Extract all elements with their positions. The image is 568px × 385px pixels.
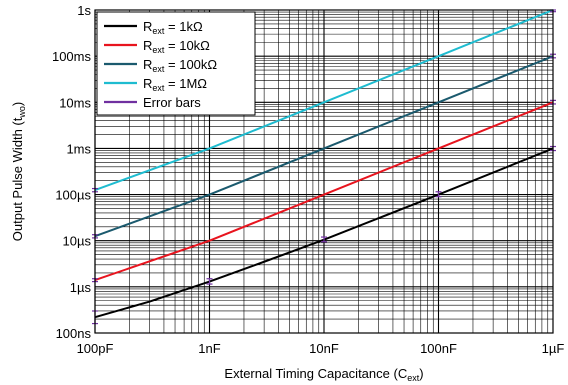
series-line-3 — [94, 55, 554, 238]
plot-frame — [94, 9, 554, 334]
y-tick-label: 100µs — [55, 188, 91, 203]
y-tick-label: 10µs — [63, 234, 92, 249]
error-bar — [321, 236, 327, 243]
legend-label: Rext = 1kΩ — [143, 19, 203, 36]
y-tick-label: 10ms — [59, 95, 91, 110]
y-tick-label: 100ns — [56, 326, 92, 341]
x-axis-title: External Timing Capacitance (Cext) — [224, 366, 423, 383]
legend-entry: Rext = 1kΩ — [104, 19, 203, 36]
grid — [94, 10, 553, 334]
legend: Rext = 1kΩ Rext = 10kΩ Rext = 100kΩ Rext = … — [96, 11, 256, 116]
legend-label: Rext = 10kΩ — [143, 38, 210, 55]
series-lines — [94, 9, 554, 319]
legend-label: Rext = 1MΩ — [143, 76, 207, 93]
y-tick-label: 1µs — [70, 280, 92, 295]
legend-entry: Error bars — [104, 95, 201, 110]
y-tick-labels: 100ns 1µs 10µs 100µs 1ms 10ms 100ms 1s — [52, 3, 92, 341]
y-tick-label: 1ms — [66, 141, 91, 156]
x-tick-label: 1µF — [542, 341, 565, 356]
x-axis-title-end: ) — [419, 366, 423, 381]
series-line-2 — [94, 101, 554, 282]
y-axis-title-end: ) — [10, 102, 25, 106]
legend-label: Error bars — [143, 95, 201, 110]
x-axis-title-sub: ext — [407, 373, 420, 383]
series-line-4 — [94, 9, 554, 192]
error-bar — [206, 278, 213, 285]
y-axis-title: Output Pulse Width (two) — [10, 102, 27, 241]
legend-label: Rext = 100kΩ — [143, 57, 217, 74]
error-bar — [435, 191, 442, 198]
y-tick-label: 1s — [77, 3, 91, 18]
y-axis-title-sub: wo — [17, 106, 27, 119]
y-tick-label: 100ms — [52, 49, 92, 64]
y-axis-title-main: Output Pulse Width (t — [10, 117, 25, 241]
x-tick-labels: 100pF 1nF 10nF 100nF 1µF — [77, 341, 565, 356]
x-tick-label: 100nF — [420, 341, 457, 356]
x-axis-title-main: External Timing Capacitance (C — [224, 366, 407, 381]
x-tick-label: 100pF — [77, 341, 114, 356]
x-tick-label: 10nF — [309, 341, 339, 356]
legend-entry: Rext = 100kΩ — [104, 57, 217, 74]
legend-entry: Rext = 10kΩ — [104, 38, 210, 55]
legend-entry: Rext = 1MΩ — [104, 76, 207, 93]
x-tick-label: 1nF — [198, 341, 220, 356]
